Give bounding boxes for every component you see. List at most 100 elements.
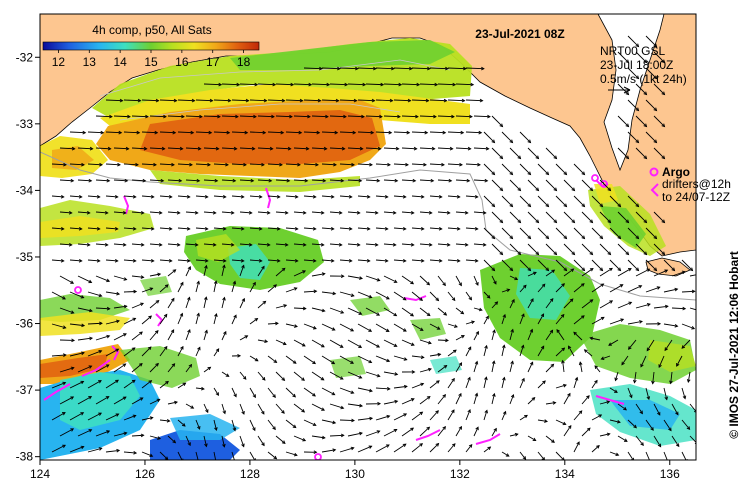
current-arrow <box>555 314 565 325</box>
current-arrow <box>177 282 184 293</box>
current-arrow <box>491 301 498 309</box>
current-arrow-head <box>80 445 85 450</box>
current-arrow-head <box>118 130 123 135</box>
current-arrow <box>339 163 355 166</box>
current-arrow-head <box>105 364 110 368</box>
current-arrow <box>339 323 354 332</box>
current-arrow-head <box>321 308 326 313</box>
current-arrow-head <box>368 445 373 449</box>
current-arrow <box>627 227 639 239</box>
current-arrow-head <box>502 376 506 381</box>
current-arrow-head <box>535 251 540 256</box>
current-arrow-head <box>619 284 624 288</box>
current-arrow-head <box>197 146 202 151</box>
current-arrow-head <box>549 329 554 334</box>
current-arrow <box>339 259 352 262</box>
current-arrow-head <box>248 210 253 215</box>
current-arrow-head <box>460 130 465 135</box>
current-arrow-head <box>293 452 298 457</box>
current-arrow <box>347 275 363 279</box>
info-line-3: 0.5m/s (1kt 24h) <box>600 72 687 86</box>
current-arrow-head <box>491 235 496 240</box>
current-arrow-head <box>197 425 201 430</box>
current-arrow-head <box>661 219 666 224</box>
current-arrow <box>221 265 225 277</box>
current-arrow-head <box>88 279 93 284</box>
current-arrow-head <box>556 329 560 333</box>
current-arrow-head <box>340 310 345 314</box>
current-arrow <box>87 195 100 198</box>
current-arrow <box>195 313 200 325</box>
current-arrow <box>653 83 665 95</box>
current-arrow <box>447 195 460 198</box>
current-arrow <box>203 366 211 373</box>
current-arrow-head <box>181 423 186 427</box>
current-arrow <box>545 298 554 309</box>
current-arrow-head <box>643 59 648 64</box>
current-arrow-head <box>451 297 456 302</box>
current-arrow-head <box>148 380 153 384</box>
current-arrow-head <box>392 242 397 247</box>
current-arrow <box>239 298 245 309</box>
current-arrow-head <box>240 258 245 263</box>
current-arrow-head <box>594 379 598 384</box>
current-arrow-head <box>493 280 497 285</box>
current-arrow-head <box>385 296 390 300</box>
current-arrow-head <box>633 424 637 429</box>
current-arrow <box>393 131 410 134</box>
current-arrow <box>617 147 629 159</box>
current-arrow <box>501 131 513 143</box>
current-arrow <box>663 451 668 460</box>
current-arrow-head <box>442 425 446 430</box>
current-arrow <box>393 443 407 453</box>
current-arrow-head <box>251 146 256 151</box>
current-arrow <box>419 396 431 405</box>
current-arrow-head <box>222 296 226 301</box>
current-arrow <box>663 288 678 293</box>
current-arrow-head <box>475 330 479 335</box>
current-arrow <box>339 99 357 102</box>
current-arrow-head <box>419 297 423 301</box>
current-arrow-head <box>402 226 407 231</box>
current-arrow-head <box>88 308 93 313</box>
colorbar: 4h comp, p50, All Sats 12 13 14 15 16 17 18 <box>42 23 260 69</box>
current-arrow <box>329 307 344 314</box>
current-arrow-head <box>527 171 532 176</box>
current-arrow <box>185 364 192 373</box>
current-arrow <box>447 99 465 102</box>
current-arrow-head <box>403 384 408 389</box>
current-arrow-head <box>172 130 177 135</box>
current-arrow <box>239 83 258 86</box>
current-arrow-head <box>433 114 437 119</box>
current-arrow-head <box>68 210 73 215</box>
current-arrow <box>159 381 169 389</box>
current-arrow <box>437 147 453 150</box>
current-arrow-head <box>491 360 496 365</box>
current-arrow <box>437 394 446 405</box>
current-arrow-head <box>133 289 138 294</box>
current-arrow-head <box>581 171 586 176</box>
current-arrow-head <box>318 66 323 71</box>
current-arrow <box>627 387 633 398</box>
current-arrow <box>321 131 338 134</box>
current-arrow <box>113 115 130 118</box>
current-arrow <box>681 387 686 399</box>
current-arrow-head <box>661 155 666 160</box>
current-arrow-head <box>182 382 187 387</box>
current-arrow-head <box>187 329 191 333</box>
current-arrow <box>357 99 375 102</box>
current-arrow-head <box>545 235 550 240</box>
current-arrow-head <box>442 130 447 135</box>
current-arrow-head <box>442 282 446 287</box>
current-arrow <box>501 195 513 207</box>
current-arrow-head <box>625 123 630 128</box>
current-arrow-head <box>353 98 358 103</box>
current-arrow-head <box>553 155 558 160</box>
current-arrow-head <box>410 398 415 402</box>
current-arrow-head <box>464 210 469 215</box>
current-arrow <box>347 147 363 150</box>
drifter-track <box>155 313 164 327</box>
current-arrow <box>527 397 536 405</box>
current-arrow-head <box>181 114 185 119</box>
current-arrow-head <box>331 327 336 331</box>
